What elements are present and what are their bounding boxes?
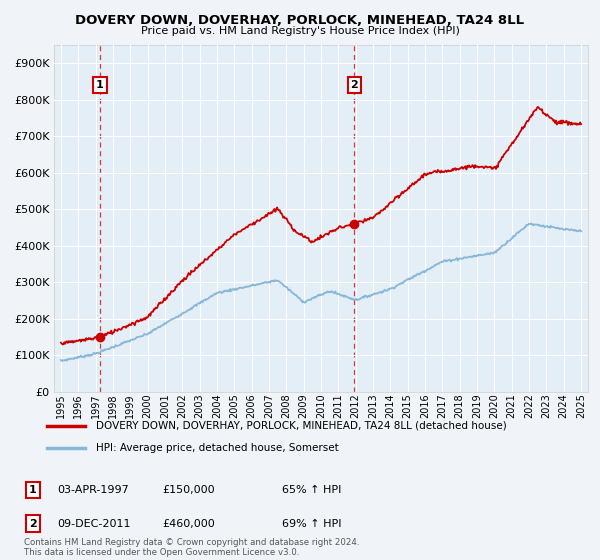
Text: 2: 2 bbox=[350, 80, 358, 90]
Text: £460,000: £460,000 bbox=[162, 519, 215, 529]
Text: 69% ↑ HPI: 69% ↑ HPI bbox=[282, 519, 341, 529]
Text: 09-DEC-2011: 09-DEC-2011 bbox=[57, 519, 131, 529]
Text: 1: 1 bbox=[29, 485, 37, 495]
Text: 1: 1 bbox=[96, 80, 104, 90]
Text: Price paid vs. HM Land Registry's House Price Index (HPI): Price paid vs. HM Land Registry's House … bbox=[140, 26, 460, 36]
Text: DOVERY DOWN, DOVERHAY, PORLOCK, MINEHEAD, TA24 8LL: DOVERY DOWN, DOVERHAY, PORLOCK, MINEHEAD… bbox=[76, 14, 524, 27]
Text: HPI: Average price, detached house, Somerset: HPI: Average price, detached house, Some… bbox=[96, 443, 339, 453]
Text: 03-APR-1997: 03-APR-1997 bbox=[57, 485, 129, 495]
Text: DOVERY DOWN, DOVERHAY, PORLOCK, MINEHEAD, TA24 8LL (detached house): DOVERY DOWN, DOVERHAY, PORLOCK, MINEHEAD… bbox=[96, 421, 507, 431]
Text: 2: 2 bbox=[29, 519, 37, 529]
Text: Contains HM Land Registry data © Crown copyright and database right 2024.
This d: Contains HM Land Registry data © Crown c… bbox=[24, 538, 359, 557]
Text: £150,000: £150,000 bbox=[162, 485, 215, 495]
Text: 65% ↑ HPI: 65% ↑ HPI bbox=[282, 485, 341, 495]
